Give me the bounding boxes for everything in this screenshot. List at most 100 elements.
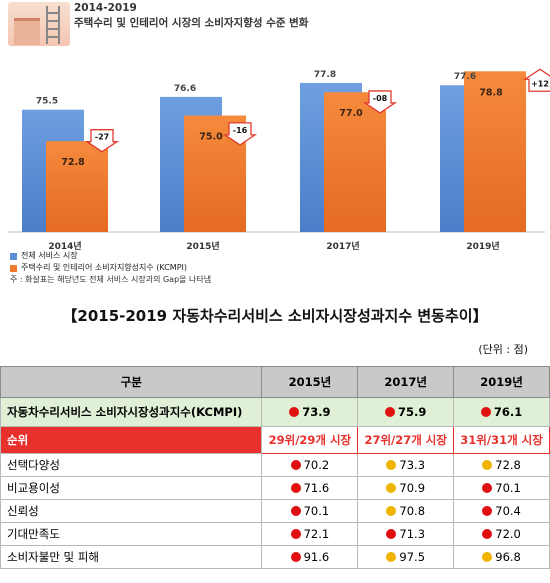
rank-2015: 29위/29개 시장 (261, 426, 359, 454)
row-value-cell: 71.3 (357, 522, 455, 546)
table-header-row: 구분 2015년 2017년 2019년 (0, 366, 550, 398)
row-value-cell: 91.6 (261, 545, 359, 569)
status-dot-icon (289, 407, 300, 417)
data-label-total: 76.6 (174, 84, 196, 94)
row-value: 96.8 (495, 550, 521, 564)
row-value: 71.6 (303, 481, 330, 495)
row-value: 91.6 (303, 550, 330, 564)
gap-arrow-up-icon (522, 68, 550, 92)
row-value: 70.2 (303, 458, 330, 472)
status-dot-icon (386, 552, 397, 562)
row-value-cell: 73.3 (357, 453, 455, 477)
row-value: 72.1 (303, 527, 330, 541)
row-value: 70.9 (399, 481, 426, 495)
kcmpi-row: 자동차수리서비스 소비자시장성과지수(KCMPI) 73.9 75.9 76.1 (0, 397, 550, 427)
table-unit: (단위 : 점) (478, 343, 528, 356)
row-value-cell: 96.8 (453, 545, 550, 569)
gap-label: +12 (531, 79, 549, 88)
row-value-cell: 72.1 (261, 522, 359, 546)
status-dot-icon (482, 460, 493, 470)
row-value: 97.5 (399, 550, 426, 564)
gap-label: -27 (95, 133, 109, 142)
data-label-total: 77.6 (454, 72, 476, 82)
legend-label-kcmpi: 주택수리 및 인테리어 소비자지향성지수 (KCMPI) (21, 263, 188, 272)
table-row: 선택다양성 70.2 73.3 72.8 (0, 453, 550, 477)
status-dot-icon (386, 529, 397, 539)
row-value-cell: 70.1 (453, 476, 550, 500)
detail-rows: 선택다양성 70.2 73.3 72.8 비교용이성 71.6 70.9 70.1 신뢰성 70.… (0, 453, 550, 569)
data-label-total: 75.5 (36, 97, 58, 107)
row-value: 70.4 (495, 504, 521, 518)
header-2017: 2017년 (357, 366, 455, 398)
kcmpi-label: 자동차수리서비스 소비자시장성과지수(KCMPI) (0, 397, 263, 427)
ladder-icon (46, 6, 60, 44)
house-icon (14, 18, 40, 45)
legend-label-total: 전체 서비스 시장 (21, 251, 78, 260)
row-label: 선택다양성 (0, 453, 263, 477)
kcmpi-value: 76.1 (493, 405, 523, 419)
status-dot-icon (480, 407, 491, 417)
data-label-total: 77.8 (314, 70, 336, 80)
gap-label: -08 (373, 94, 388, 103)
row-value-cell: 70.2 (261, 453, 359, 477)
legend-swatch-blue (10, 252, 17, 260)
gap-arrow-down-icon (84, 129, 120, 153)
row-value-cell: 97.5 (357, 545, 455, 569)
row-value: 70.1 (303, 504, 330, 518)
bar-kcmpi (46, 141, 108, 232)
data-label-kcmpi: 78.8 (479, 87, 503, 98)
chart-legend: 전체 서비스 시장 주택수리 및 인테리어 소비자지향성지수 (KCMPI) 주… (10, 250, 211, 286)
rank-2017: 27위/27개 시장 (357, 426, 455, 454)
rank-label: 순위 (0, 426, 263, 454)
table-row: 신뢰성 70.1 70.8 70.4 (0, 499, 550, 523)
row-value-cell: 70.9 (357, 476, 455, 500)
legend-item-kcmpi: 주택수리 및 인테리어 소비자지향성지수 (KCMPI) (10, 262, 211, 274)
row-value: 72.8 (495, 458, 521, 472)
status-dot-icon (482, 552, 493, 562)
legend-item-total: 전체 서비스 시장 (10, 250, 211, 262)
chart-note: 주 : 화살표는 해당년도 전체 서비스 시장과의 Gap을 나타냄 (10, 275, 212, 284)
data-label-kcmpi: 77.0 (339, 108, 363, 119)
status-dot-icon (386, 483, 397, 493)
x-tick-label: 2019년 (466, 240, 499, 252)
kcmpi-value: 75.9 (398, 405, 427, 419)
row-value-cell: 72.8 (453, 453, 550, 477)
status-dot-icon (482, 529, 493, 539)
chart-title-box: 2014-2019 주택수리 및 인테리어 시장의 소비자지향성 수준 변화 (74, 2, 308, 30)
row-value: 70.1 (495, 481, 521, 495)
data-label-kcmpi: 75.0 (199, 132, 223, 143)
x-tick-label: 2015년 (186, 240, 219, 252)
row-value: 71.3 (399, 527, 426, 541)
status-dot-icon (290, 529, 301, 539)
row-value-cell: 70.4 (453, 499, 550, 523)
kcmpi-value: 73.9 (302, 405, 331, 419)
header-2019: 2019년 (453, 366, 550, 398)
x-tick-label: 2014년 (48, 240, 81, 252)
header-2015: 2015년 (261, 366, 359, 398)
chart-title: 주택수리 및 인테리어 시장의 소비자지향성 수준 변화 (74, 17, 309, 29)
gap-arrow-down-icon (222, 122, 258, 146)
row-label: 비교용이성 (0, 476, 263, 500)
data-label-kcmpi: 72.8 (61, 157, 85, 168)
kcmpi-2017: 75.9 (357, 397, 455, 427)
row-label: 기대만족도 (0, 522, 263, 546)
gap-label: -16 (233, 126, 248, 135)
status-dot-icon (290, 483, 301, 493)
header-category: 구분 (0, 366, 263, 398)
row-label: 신뢰성 (0, 499, 263, 523)
row-value: 70.8 (399, 504, 426, 518)
kcmpi-table: 구분 2015년 2017년 2019년 자동차수리서비스 소비자시장성과지수(… (0, 366, 550, 569)
x-tick-label: 2017년 (326, 240, 359, 252)
row-value-cell: 71.6 (261, 476, 359, 500)
status-dot-icon (290, 552, 301, 562)
rank-row: 순위 29위/29개 시장 27위/27개 시장 31위/31개 시장 (0, 426, 550, 454)
status-dot-icon (385, 407, 396, 417)
gap-arrow-down-icon (362, 90, 398, 114)
kcmpi-2015: 73.9 (261, 397, 359, 427)
bar-chart: 75.5 72.8 2014년 -27 76.6 75.0 2015년 -16 77.8 77.0… (8, 68, 550, 252)
row-label: 소비자불만 및 피해 (0, 545, 263, 569)
status-dot-icon (386, 460, 397, 470)
chart-period: 2014-2019 (74, 2, 137, 14)
legend-swatch-orange (10, 264, 17, 272)
table-row: 소비자불만 및 피해 91.6 97.5 96.8 (0, 545, 550, 569)
